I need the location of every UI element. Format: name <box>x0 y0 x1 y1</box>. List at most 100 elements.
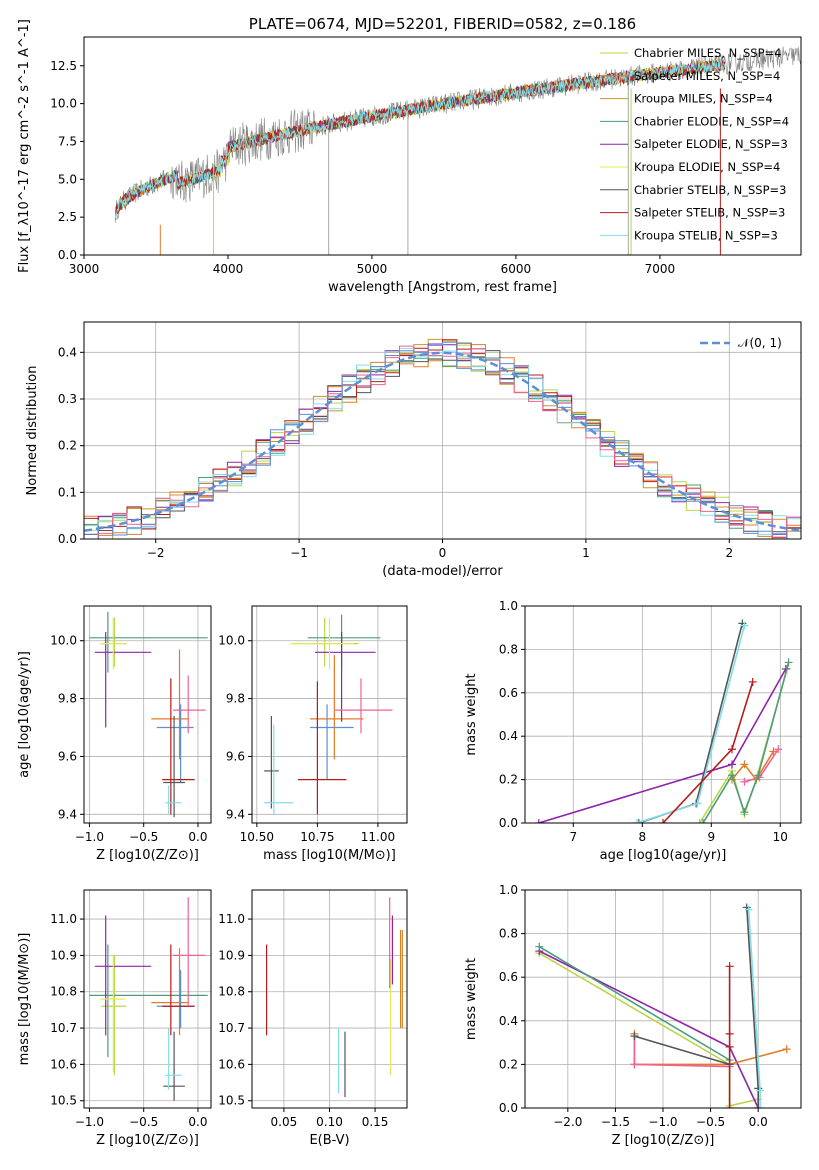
legend-label: 𝒩(0, 1) <box>738 336 782 350</box>
normal-curve <box>84 351 801 533</box>
x-tick-label: −0.5 <box>129 830 158 844</box>
y-tick-label: 0.1 <box>58 485 77 499</box>
y-tick-label: 0.4 <box>499 1014 518 1028</box>
x-tick-label: 5000 <box>357 262 388 276</box>
x-tick-label: 7 <box>569 830 577 844</box>
y-tick-label: 9.4 <box>226 807 245 821</box>
weight-marker <box>744 905 753 914</box>
y-tick-label: 10.7 <box>50 1021 77 1035</box>
legend-label: Kroupa MILES, N_SSP=4 <box>634 92 773 106</box>
x-tick-label: 1 <box>582 546 590 560</box>
legend-label: Salpeter STELIB, N_SSP=3 <box>634 206 785 220</box>
y-tick-label: 0.2 <box>58 439 77 453</box>
plot-area <box>535 903 791 1108</box>
weight-line <box>746 907 759 1108</box>
legend-label: Chabrier MILES, N_SSP=4 <box>634 46 781 60</box>
weight-marker <box>728 760 736 769</box>
y-tick-label: 10.0 <box>50 634 77 648</box>
y-tick-label: 1.0 <box>499 883 518 897</box>
legend-label: Chabrier ELODIE, N_SSP=4 <box>634 114 789 128</box>
y-tick-label: 0.0 <box>58 248 77 262</box>
weight-line <box>634 1035 730 1066</box>
x-tick-label: −1.0 <box>75 1115 104 1129</box>
spectrum-panel: 3000 4000 5000 6000 7000 0.0 2.5 5.0 7.5 10.0 12.5… <box>17 15 802 295</box>
y-tick-label: 0.4 <box>499 729 518 743</box>
x-tick-label: 0 <box>439 546 447 560</box>
weight-marker <box>740 808 749 817</box>
y-tick-label: 9.6 <box>58 749 77 763</box>
mass-vs-ebv-panel: 0.05 0.10 0.15 10.5 10.6 10.7 10.8 10.9 11.0 E(B-… <box>218 889 408 1148</box>
weight-marker <box>699 819 708 823</box>
weight-marker <box>535 942 544 951</box>
weight-marker <box>748 677 757 686</box>
weight-marker <box>742 903 751 912</box>
weight-marker <box>725 1042 734 1051</box>
weight-marker <box>740 760 749 769</box>
plot-frame <box>524 605 802 824</box>
plot-frame <box>83 321 802 540</box>
weight-marker <box>725 962 734 971</box>
weight-line <box>538 950 759 1108</box>
y-tick-label: 10.6 <box>218 1057 245 1071</box>
plot-area <box>89 611 208 818</box>
histogram-step <box>84 347 801 535</box>
plot-frame <box>83 36 802 256</box>
weight-marker <box>754 771 763 780</box>
y-tick-label: 0.6 <box>499 970 518 984</box>
age-vs-mass-panel: 10.50 10.75 11.00 9.4 9.6 9.8 10.0 mass [log10(… <box>218 605 408 863</box>
legend-label: Chabrier STELIB, N_SSP=3 <box>634 183 786 197</box>
weight-marker <box>695 819 704 823</box>
weight-marker <box>534 819 543 823</box>
weight-marker <box>634 819 643 823</box>
x-tick-label: −0.5 <box>696 1115 725 1129</box>
x-axis-label: mass [log10(M/M⊙)] <box>263 848 396 863</box>
x-tick-label: 7000 <box>645 262 676 276</box>
y-tick-label: 0.4 <box>58 345 77 359</box>
x-tick-label: 3000 <box>69 262 100 276</box>
weight-marker <box>740 621 749 630</box>
x-axis-label: Z [log10(Z/Z⊙)] <box>96 1133 199 1148</box>
x-axis-label: (data-model)/error <box>382 564 503 579</box>
histogram-step <box>84 345 801 539</box>
legend-label: Salpeter MILES, N_SSP=4 <box>634 69 780 83</box>
y-tick-label: 10.9 <box>218 948 245 962</box>
x-tick-label: 10.50 <box>240 830 274 844</box>
x-tick-label: 10.75 <box>300 830 334 844</box>
weight-marker <box>738 619 747 628</box>
plot-area <box>89 897 208 1101</box>
y-axis-label: Flux [f_λ10^-17 erg cm^-2 s^-1 A^-1] <box>17 19 32 273</box>
y-tick-label: 10.7 <box>218 1021 245 1035</box>
y-tick-label: 10.6 <box>50 1057 77 1071</box>
plot-area <box>115 46 801 255</box>
plot-area <box>534 619 793 823</box>
plot-frame <box>251 889 408 1109</box>
y-tick-label: 11.0 <box>50 912 77 926</box>
plot-frame <box>83 605 212 824</box>
weight-marker <box>728 771 736 780</box>
mass-weight-vs-metallicity-panel: −2.0 −1.5 −1.0 −0.5 0.0 0.0 0.2 0.4 0.6 0.8 1.0 Z [… <box>464 883 802 1148</box>
legend-label: Salpeter ELODIE, N_SSP=3 <box>634 137 788 151</box>
y-tick-label: 5.0 <box>58 172 77 186</box>
x-tick-label: 6000 <box>501 262 532 276</box>
y-tick-label: 0.3 <box>58 392 77 406</box>
y-axis-label: Normed distribution <box>25 366 40 496</box>
plot-area <box>84 338 801 539</box>
y-tick-label: 0.0 <box>58 532 77 546</box>
weight-marker <box>630 1060 639 1069</box>
histogram-step <box>84 341 801 539</box>
weight-marker <box>725 1104 734 1108</box>
x-tick-label: −1 <box>290 546 308 560</box>
weight-marker <box>782 1045 791 1054</box>
residual-histogram-panel: −2 −1 0 1 2 0.0 0.1 0.2 0.3 0.4 (data-model)/error… <box>25 321 802 579</box>
weight-marker <box>630 1032 639 1041</box>
y-axis-label: age [log10(age/yr)] <box>17 651 32 778</box>
x-tick-label: 11.00 <box>361 830 395 844</box>
x-axis-label: Z [log10(Z/Z⊙)] <box>96 848 199 863</box>
x-tick-label: −1.0 <box>648 1115 677 1129</box>
x-tick-label: 9 <box>707 830 715 844</box>
x-tick-label: −2 <box>147 546 165 560</box>
x-tick-label: 0.0 <box>188 1115 207 1129</box>
x-tick-label: −0.5 <box>129 1115 158 1129</box>
y-axis-label: mass weight <box>464 673 479 755</box>
